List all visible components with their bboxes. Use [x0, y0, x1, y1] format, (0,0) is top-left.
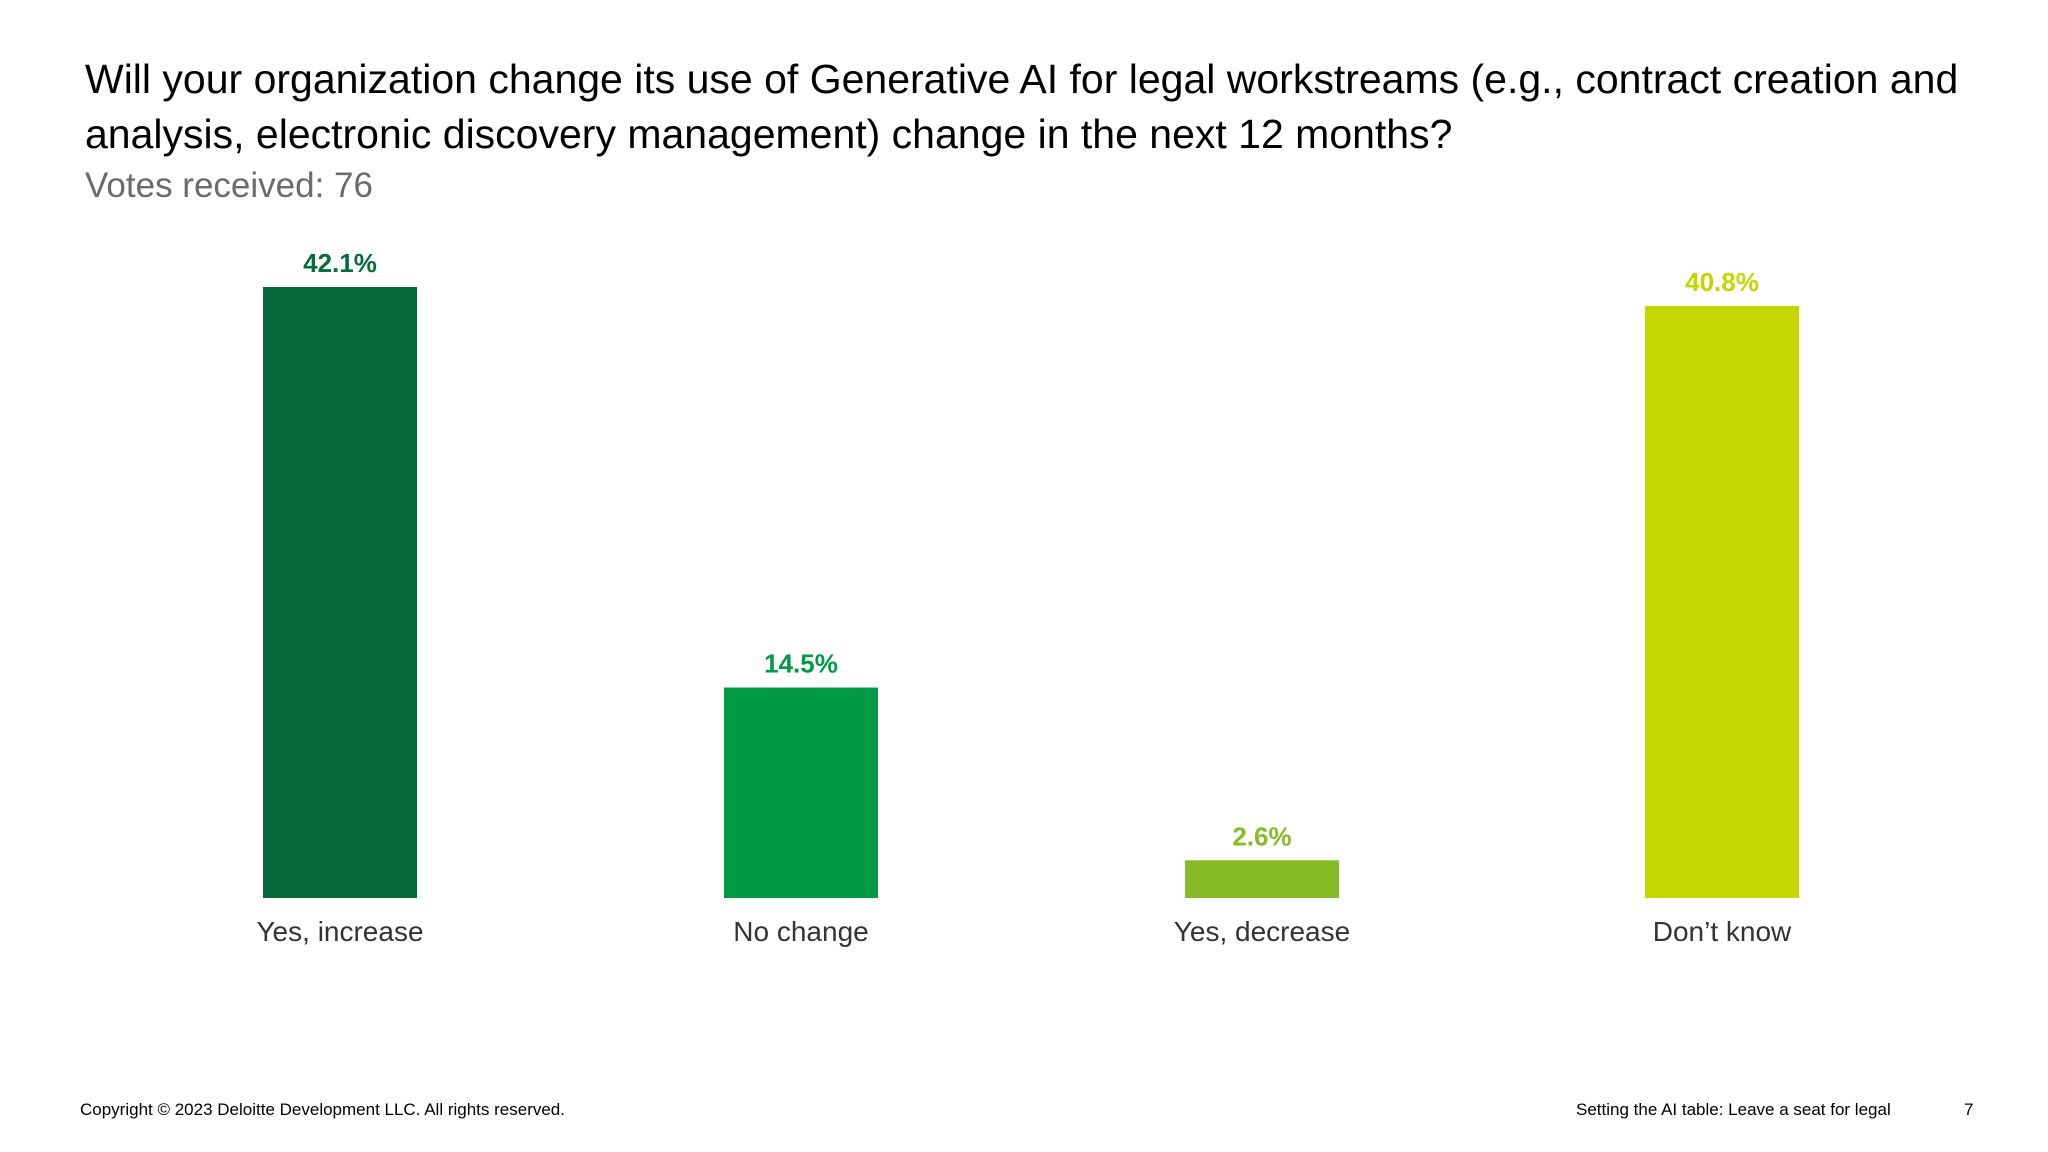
slide-title: Will your organization change its use of… [85, 56, 1959, 157]
bar-3 [1645, 305, 1799, 899]
deck-title: Setting the AI table: Leave a seat for l… [1576, 1100, 1891, 1119]
bar-1 [724, 687, 878, 898]
bar-0 [263, 287, 417, 898]
bar-value-label-2: 2.6% [1232, 821, 1291, 851]
page-number: 7 [1964, 1100, 1974, 1119]
bar-2 [1185, 860, 1339, 898]
category-label-2: Yes, decrease [1174, 916, 1350, 947]
bar-value-label-0: 42.1% [303, 248, 377, 278]
bar-value-label-1: 14.5% [764, 649, 838, 679]
votes-received: Votes received: 76 [85, 166, 373, 205]
category-label-1: No change [733, 916, 868, 947]
bar-value-label-3: 40.8% [1685, 267, 1759, 297]
category-label-0: Yes, increase [256, 916, 423, 947]
copyright-notice: Copyright © 2023 Deloitte Development LL… [80, 1100, 565, 1119]
category-label-3: Don’t know [1653, 916, 1792, 947]
